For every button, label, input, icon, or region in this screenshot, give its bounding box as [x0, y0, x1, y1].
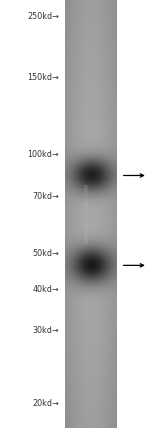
Text: 50kd→: 50kd→	[33, 249, 59, 258]
Text: 20kd→: 20kd→	[33, 398, 59, 408]
Text: 150kd→: 150kd→	[27, 72, 59, 82]
Text: 30kd→: 30kd→	[33, 326, 59, 335]
Text: 100kd→: 100kd→	[28, 150, 59, 160]
Text: 250kd→: 250kd→	[27, 12, 59, 21]
Text: 40kd→: 40kd→	[33, 285, 59, 294]
Text: WWW.PTGLAB.COM: WWW.PTGLAB.COM	[84, 184, 90, 244]
Text: 70kd→: 70kd→	[33, 192, 59, 202]
